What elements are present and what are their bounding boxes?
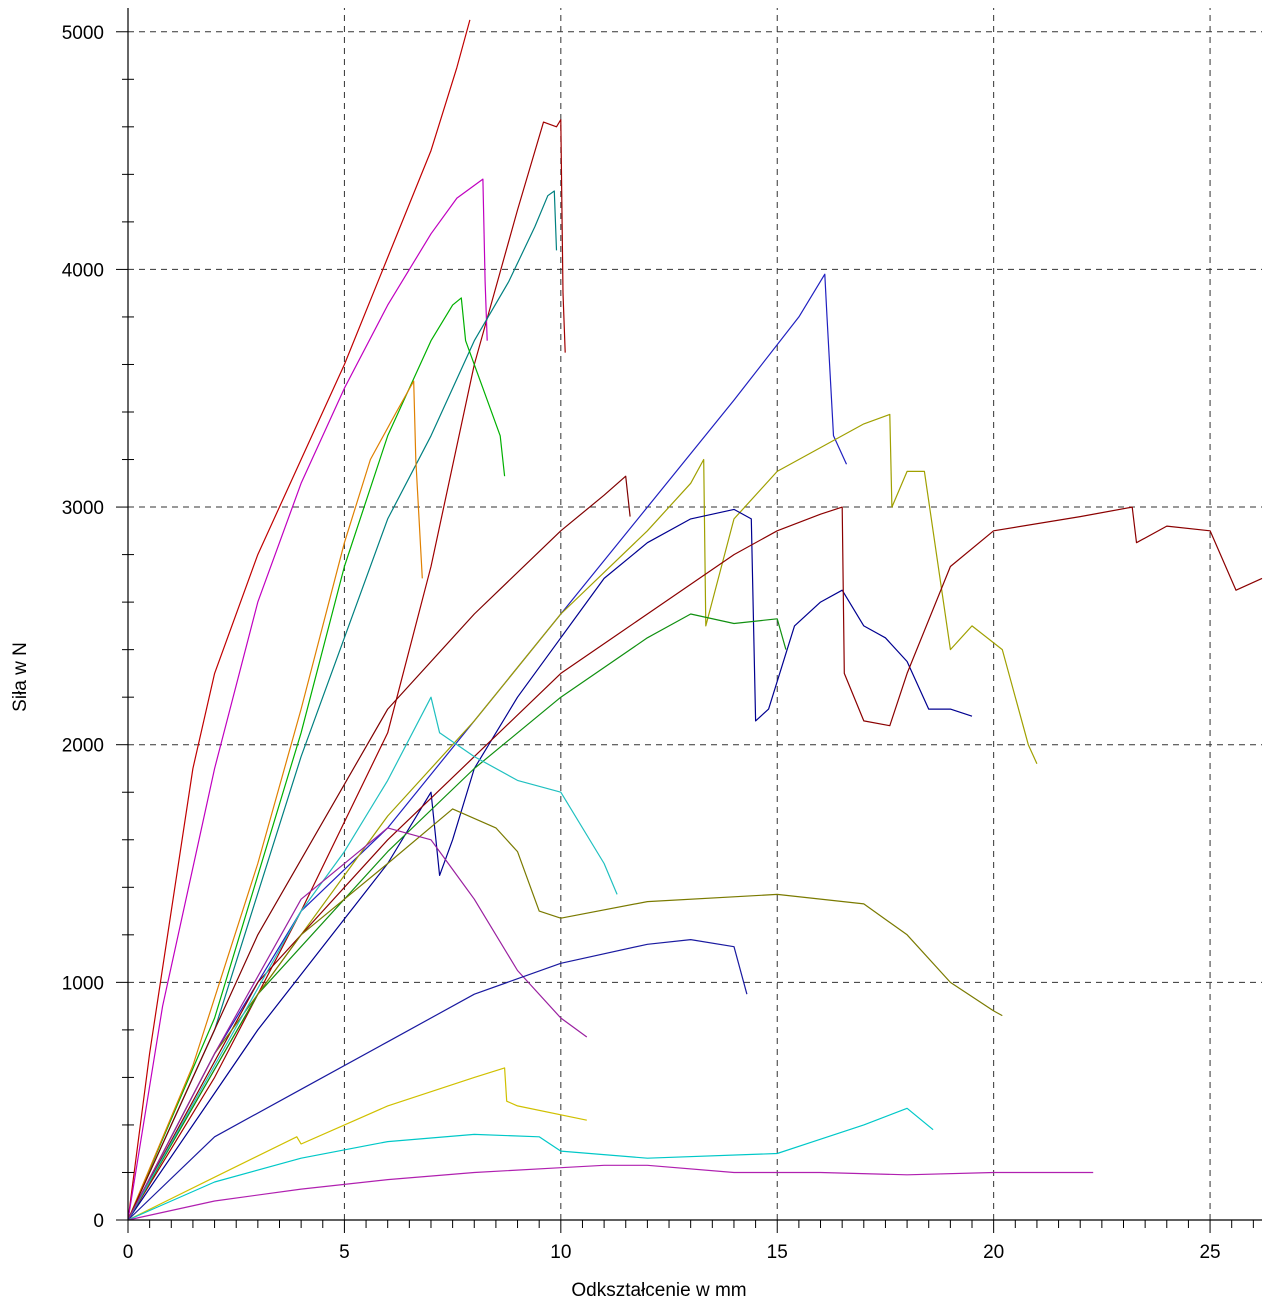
series-line-1 xyxy=(127,19,471,1221)
y-tick-label: 2000 xyxy=(62,736,104,757)
series-line-16 xyxy=(127,939,748,1221)
series-line-12 xyxy=(127,613,787,1221)
series-line-13 xyxy=(127,808,1003,1221)
series-line-11 xyxy=(127,506,1263,1221)
x-axis-title: Odkształcenie w mm xyxy=(571,1280,746,1301)
series-line-6 xyxy=(127,380,423,1221)
series-line-4 xyxy=(127,190,558,1221)
series-line-10 xyxy=(127,508,973,1221)
series-line-14 xyxy=(127,696,618,1221)
series-line-17 xyxy=(127,1067,587,1221)
y-tick-label: 3000 xyxy=(62,498,104,519)
grid-lines xyxy=(128,8,1262,1220)
series-line-19 xyxy=(127,1164,1094,1221)
x-tick-label: 25 xyxy=(1199,1242,1220,1263)
x-tick-label: 20 xyxy=(983,1242,1004,1263)
x-tick-label: 0 xyxy=(123,1242,134,1263)
y-tick-label: 1000 xyxy=(62,973,104,994)
series-line-15 xyxy=(127,827,588,1221)
y-tick-label: 5000 xyxy=(62,23,104,44)
series-line-3 xyxy=(127,178,488,1221)
y-tick-label: 0 xyxy=(93,1211,104,1232)
series-line-9 xyxy=(127,475,631,1221)
series-line-2 xyxy=(127,119,566,1221)
x-tick-label: 5 xyxy=(339,1242,350,1263)
series-line-18 xyxy=(127,1107,934,1221)
series-line-5 xyxy=(127,297,506,1221)
y-tick-label: 4000 xyxy=(62,260,104,281)
axes: 0 5 10 15 20 25 0 1000 2000 3000 4000 5000 xyxy=(62,8,1262,1263)
x-tick-label: 15 xyxy=(767,1242,788,1263)
data-series xyxy=(127,19,1263,1221)
series-line-8 xyxy=(127,413,1038,1221)
x-tick-label: 10 xyxy=(550,1242,571,1263)
y-axis-title: Siła w N xyxy=(10,642,31,712)
